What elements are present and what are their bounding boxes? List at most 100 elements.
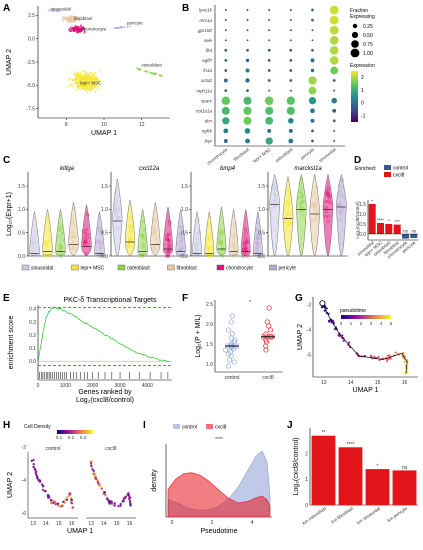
y-tick-label: 0 bbox=[305, 503, 308, 509]
y-tick-label: 1 bbox=[305, 477, 308, 483]
umap-point bbox=[81, 83, 84, 85]
y-axis-label: enrichment score bbox=[8, 316, 15, 370]
umap-point bbox=[82, 26, 85, 28]
density-point bbox=[129, 502, 132, 505]
umap-point bbox=[77, 84, 80, 87]
dot-lepr-3 bbox=[288, 138, 294, 144]
point-control bbox=[229, 313, 235, 319]
umap-point bbox=[81, 80, 84, 82]
violin-panel-kitlga: kitlga 0.0 0.5 1.0 1.5 bbox=[18, 166, 106, 260]
dot-lepr-5 bbox=[333, 140, 336, 142]
x-tick-label: km pericyte bbox=[386, 505, 408, 523]
x-tick-label: 16 bbox=[402, 380, 408, 386]
umap-point bbox=[144, 70, 147, 73]
colorbar-tick-label: 2 bbox=[360, 321, 363, 326]
dot-dcn-4 bbox=[310, 118, 315, 123]
legend-label: cxcl8 bbox=[393, 173, 405, 179]
density-point bbox=[127, 493, 130, 497]
dot-egfl7-1 bbox=[245, 58, 250, 63]
significance-label: * bbox=[377, 464, 379, 470]
umap-point bbox=[77, 28, 80, 31]
umap-point bbox=[90, 71, 92, 74]
umap-point bbox=[129, 25, 131, 28]
density-point bbox=[110, 502, 114, 505]
panel-label-g: G bbox=[295, 293, 303, 304]
dot-lyve1b-4 bbox=[311, 8, 314, 12]
umap-point bbox=[93, 73, 96, 75]
umap-point bbox=[61, 18, 64, 20]
density-point bbox=[108, 502, 111, 505]
colorbar-tick-label: 0.1 bbox=[56, 435, 63, 440]
panel-label-a: A bbox=[3, 3, 10, 14]
umap-point bbox=[61, 15, 64, 18]
umap-point bbox=[89, 75, 92, 78]
dot-mrc1a-4 bbox=[311, 18, 314, 22]
umap-point bbox=[68, 78, 70, 81]
umap-point bbox=[69, 84, 72, 87]
panel-label-f: F bbox=[182, 293, 188, 304]
y-tick-label: 0.0 bbox=[101, 254, 108, 260]
legend-swatch bbox=[167, 264, 175, 271]
x-tick-label: 15 bbox=[114, 521, 120, 527]
violin-marcksl1a-3 bbox=[309, 173, 320, 257]
dot-egfl7-5 bbox=[329, 56, 339, 65]
density-point bbox=[70, 502, 73, 505]
panel-j-bar-chart: J**km osteoblast****km fibroblast*km sin… bbox=[287, 420, 418, 526]
umap-point bbox=[71, 83, 73, 85]
x-tick-label: km fibroblast bbox=[330, 505, 354, 524]
x-axis-label-2: Log₂(cxcl8/control) bbox=[76, 397, 134, 404]
umap-point bbox=[123, 25, 126, 28]
dot-sele-5 bbox=[329, 36, 339, 45]
density-point bbox=[41, 488, 45, 491]
group-label: osteoblast bbox=[274, 146, 294, 163]
density-point bbox=[62, 500, 65, 503]
umap-point bbox=[97, 88, 99, 91]
x-tick-label: km sinusoidal bbox=[356, 506, 381, 526]
significance-label: **** bbox=[215, 437, 223, 443]
x-tick-label: 8 bbox=[65, 122, 68, 128]
legend-label: pericyte bbox=[279, 266, 297, 272]
violin-kitlga-0 bbox=[29, 210, 40, 257]
violin-marcksl1a-1 bbox=[282, 175, 294, 257]
umap-point bbox=[80, 18, 83, 21]
dot-sele-2 bbox=[268, 39, 271, 42]
dot-mrc1a-2 bbox=[268, 19, 271, 22]
point-cxcl8 bbox=[263, 331, 269, 337]
density-point bbox=[34, 471, 37, 474]
density-point bbox=[127, 492, 130, 495]
x-tick-label: 13 bbox=[88, 521, 94, 527]
umap-point bbox=[67, 21, 69, 24]
dot-sele-0 bbox=[224, 39, 227, 42]
umap-point bbox=[70, 21, 72, 24]
density-point bbox=[70, 498, 73, 501]
bar-km-fibroblast bbox=[338, 447, 363, 506]
x-tick-label: 15 bbox=[375, 380, 381, 386]
y-tick-label: 0.5 bbox=[18, 230, 25, 236]
x-tick-label: 2000 bbox=[87, 383, 98, 389]
y-tick-label: -2 bbox=[22, 445, 27, 451]
bar-pericyte bbox=[410, 234, 418, 238]
legend-label: osteoblast bbox=[127, 266, 150, 272]
density-point bbox=[69, 492, 72, 495]
legend-title: Enriched: bbox=[355, 166, 376, 172]
fraction-legend-title-2: Expressing bbox=[350, 14, 375, 20]
violin-bmp4-3 bbox=[228, 209, 239, 257]
y-tick-label: 0.5 bbox=[181, 230, 188, 236]
violin-kitlga-1 bbox=[42, 208, 53, 257]
violin-title: kitlga bbox=[60, 166, 75, 172]
y-axis-label: density bbox=[151, 469, 158, 492]
umap-point bbox=[87, 78, 90, 80]
umap-point bbox=[86, 91, 89, 93]
colorbar-tick-label: 2 bbox=[361, 75, 364, 81]
violin-cxcl12a-5 bbox=[175, 208, 186, 257]
cluster-sinusoidal bbox=[47, 8, 62, 13]
colorbar-tick-label: 0 bbox=[340, 321, 343, 326]
cluster-label: osteoblast bbox=[141, 62, 162, 67]
y-tick-label: 1.0 bbox=[18, 207, 25, 213]
dot-lepr-0 bbox=[223, 139, 228, 143]
umap-point bbox=[69, 14, 72, 17]
density-point bbox=[67, 495, 70, 498]
colorbar-tick-label: 1 bbox=[350, 321, 353, 326]
dot-acta2-3 bbox=[289, 79, 293, 82]
umap-point bbox=[53, 9, 55, 12]
